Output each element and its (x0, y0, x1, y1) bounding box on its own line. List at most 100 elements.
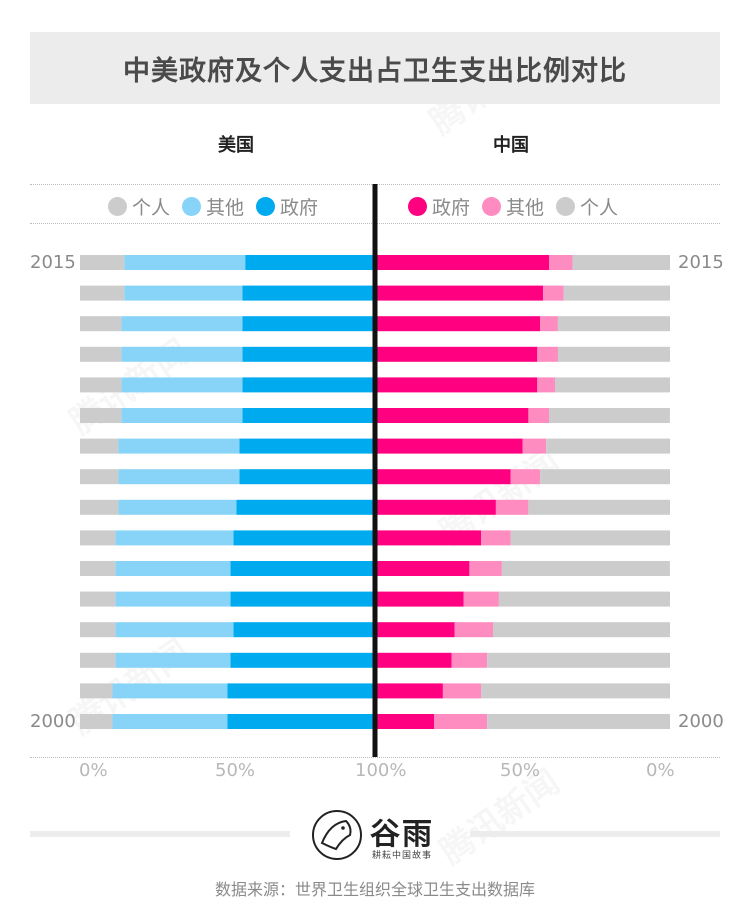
logo-subtext: 耕耘中国故事 (372, 851, 433, 861)
legend-label: 其他 (206, 197, 245, 219)
bar-us-personal-2001 (80, 683, 113, 699)
footer-rule-right (470, 831, 720, 837)
bar-us-government-2002 (230, 652, 375, 668)
bar-cn-personal-2001 (481, 683, 670, 699)
title-band: 中美政府及个人支出占卫生支出比例对比 (30, 32, 720, 104)
left-country-label: 美国 (218, 135, 254, 156)
bar-cn-personal-2004 (498, 591, 670, 607)
bar-us-personal-2015 (80, 255, 125, 270)
bar-cn-government-2012 (375, 346, 538, 362)
chart-title: 中美政府及个人支出占卫生支出比例对比 (123, 55, 627, 87)
bar-us-other-2008 (118, 469, 240, 485)
bar-cn-other-2000 (434, 714, 488, 729)
bar-us-government-2012 (242, 346, 376, 362)
bar-us-other-2006 (115, 530, 234, 546)
bar-cn-other-2014 (543, 285, 564, 301)
bar-us-personal-2014 (80, 285, 125, 301)
bar-cn-government-2003 (375, 622, 455, 638)
bar-cn-government-2002 (375, 652, 452, 668)
bar-us-personal-2013 (80, 316, 122, 332)
legend-label: 政府 (280, 197, 319, 219)
bar-cn-personal-2002 (487, 652, 670, 668)
bar-cn-personal-2008 (540, 469, 670, 485)
bar-cn-personal-2003 (493, 622, 670, 638)
legend-swatch-personal (556, 197, 576, 216)
bar-cn-other-2005 (469, 561, 502, 576)
bar-us-other-2003 (115, 622, 234, 638)
legend-swatch-government (256, 197, 276, 216)
legend-swatch-other (482, 197, 502, 216)
bar-cn-other-2008 (510, 469, 541, 485)
bar-cn-personal-2010 (549, 408, 670, 423)
bar-us-other-2015 (124, 255, 246, 270)
bar-us-government-2001 (227, 683, 375, 699)
bar-cn-government-2008 (375, 469, 511, 485)
bar-us-government-2011 (242, 377, 376, 393)
bar-us-other-2002 (115, 652, 231, 668)
year-label-top-left: 2015 (30, 252, 76, 273)
legend-label: 政府 (432, 197, 471, 219)
logo: 谷雨 耕耘中国故事 (312, 805, 462, 865)
bar-us-government-2014 (242, 285, 376, 301)
bar-cn-personal-2015 (572, 255, 670, 270)
legend-swatch-other (182, 197, 202, 216)
legend-item: 其他 (482, 193, 544, 220)
bar-cn-personal-2007 (528, 499, 670, 515)
bar-cn-government-2009 (375, 438, 523, 454)
bar-cn-government-2013 (375, 316, 541, 332)
bar-us-personal-2003 (80, 622, 116, 638)
year-label-top-right: 2015 (678, 252, 724, 273)
bar-cn-personal-2005 (501, 561, 670, 576)
legend-item: 其他 (182, 193, 244, 220)
legend-label: 个人 (132, 197, 171, 219)
legend-item: 个人 (108, 193, 170, 220)
bar-cn-personal-2011 (555, 377, 670, 393)
bar-us-other-2007 (118, 499, 237, 515)
logo-bird-icon (312, 810, 362, 860)
bar-us-other-2001 (112, 683, 228, 699)
bar-cn-government-2007 (375, 499, 496, 515)
bar-us-personal-2005 (80, 561, 116, 576)
bar-us-personal-2012 (80, 346, 122, 362)
bar-cn-other-2009 (522, 438, 547, 454)
axis-label-right-0: 0% (646, 760, 675, 781)
bar-us-other-2009 (118, 438, 240, 454)
axis-label-center: 100% (355, 760, 407, 781)
bar-us-personal-2006 (80, 530, 116, 546)
bar-cn-personal-2000 (487, 714, 670, 729)
bar-us-other-2012 (121, 346, 243, 362)
legend-item: 个人 (556, 193, 618, 220)
bar-cn-personal-2006 (510, 530, 670, 546)
bar-cn-other-2010 (528, 408, 550, 423)
data-source: 数据来源：世界卫生组织全球卫生支出数据库 (214, 880, 535, 899)
bar-cn-other-2004 (463, 591, 499, 607)
legend-swatch-personal (108, 197, 127, 216)
bar-us-personal-2000 (80, 714, 113, 729)
bar-cn-other-2002 (451, 652, 488, 668)
bar-cn-personal-2014 (563, 285, 670, 301)
bar-cn-other-2007 (495, 499, 529, 515)
axis-label-right-50: 50% (500, 760, 541, 781)
bar-cn-government-2011 (375, 377, 538, 393)
bar-us-government-2008 (239, 469, 375, 485)
bar-cn-other-2001 (442, 683, 482, 699)
bar-us-personal-2010 (80, 408, 122, 423)
bar-cn-other-2003 (454, 622, 493, 638)
logo-text: 谷雨 (370, 817, 434, 852)
bar-us-government-2010 (242, 408, 376, 423)
bar-us-personal-2011 (80, 377, 122, 393)
legend-right: 政府 其他 个人 (408, 193, 630, 220)
legend-label: 个人 (580, 197, 619, 219)
legend-label: 其他 (506, 197, 545, 219)
year-label-bottom-left: 2000 (30, 711, 76, 732)
bar-us-other-2004 (115, 591, 231, 607)
bar-us-government-2004 (230, 591, 375, 607)
legend-item: 政府 (256, 193, 318, 220)
right-country-label: 中国 (493, 135, 529, 156)
bar-us-other-2013 (121, 316, 243, 332)
divider-dotted (30, 757, 720, 758)
bar-cn-government-2006 (375, 530, 482, 546)
bar-cn-government-2000 (375, 714, 434, 729)
bar-us-government-2003 (233, 622, 375, 638)
